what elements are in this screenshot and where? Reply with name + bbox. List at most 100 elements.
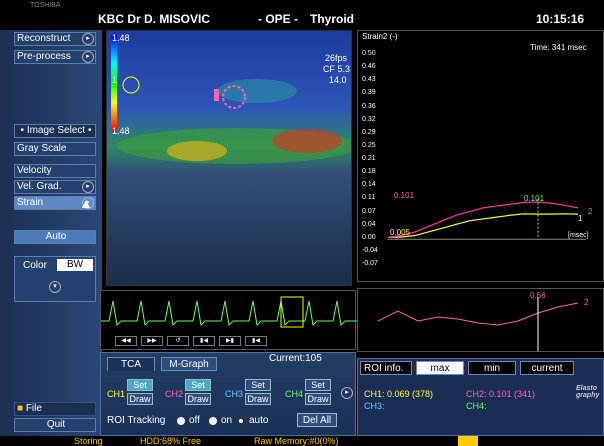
on-radio[interactable]: [209, 417, 217, 425]
ch3-label: CH3: [225, 389, 243, 399]
roi-info-title: ROI info.: [360, 361, 412, 375]
depth-label: 14.0: [329, 75, 347, 85]
cf-label: CF 5.3: [323, 64, 350, 74]
color-toggle[interactable]: Color: [23, 260, 47, 271]
auto-radio[interactable]: [237, 417, 245, 425]
chevron-right-icon: ▸: [82, 51, 94, 63]
roi-info-panel: ROI info. max min current CH1: 0.069 (37…: [357, 358, 604, 436]
trend-graph: 0.66 2: [357, 288, 604, 352]
step-back-icon[interactable]: ◀◀: [115, 336, 137, 346]
top-bar: TOSHIBA KBC Dr D. MISOVIC - OPE - Thyroi…: [0, 0, 604, 30]
velocity-button[interactable]: Velocity: [14, 164, 96, 178]
clock: 10:15:16: [536, 12, 584, 26]
mode-label: - OPE -: [258, 12, 298, 26]
auto-radio-label: auto: [249, 415, 268, 426]
skip-end-icon[interactable]: ▶▮: [219, 336, 241, 346]
ch2-set-button[interactable]: Set: [185, 379, 211, 391]
annotation-low: 0.005: [390, 228, 410, 237]
vel-grad-button[interactable]: Vel. Grad. ▸: [14, 180, 96, 194]
ch1-set-button[interactable]: Set: [127, 379, 153, 391]
strain-plot: [358, 31, 604, 283]
chevron-right-icon: ▸: [82, 33, 94, 45]
auto-label: Auto: [46, 231, 67, 242]
ch4-value: CH4:: [466, 401, 487, 411]
elastography-logo: Elasto graphy: [576, 385, 604, 399]
bw-toggle[interactable]: BW: [57, 259, 93, 271]
ch4-draw-button[interactable]: Draw: [305, 393, 331, 405]
velocity-label: Velocity: [17, 165, 51, 176]
ecg-strip[interactable]: ◀◀ ▶▶ ↺ ▮◀ ▶▮ ▮◀: [100, 290, 356, 350]
ecg-waveform: [101, 291, 357, 331]
hdd-status: HDD:68% Free: [140, 436, 201, 446]
tab-max[interactable]: max: [416, 361, 464, 375]
skip-start-icon[interactable]: ▮◀: [193, 336, 215, 346]
strain-chart: Strain2 (-) Time: 341 msec 0.50 0.46 0.43 0…: [357, 30, 604, 282]
ch1-label: CH1: [107, 389, 125, 399]
frame-back-icon[interactable]: ▮◀: [245, 336, 267, 346]
reconstruct-button[interactable]: Reconstruct ▸: [14, 32, 96, 46]
tab-mgraph[interactable]: M-Graph: [161, 357, 217, 371]
brand-logo: TOSHIBA: [30, 2, 61, 9]
ch2-label: CH2: [165, 389, 183, 399]
storing-status: Storing: [74, 436, 103, 446]
file-button[interactable]: ■ File: [14, 402, 96, 416]
tab-min[interactable]: min: [468, 361, 516, 375]
elastography-image[interactable]: 1.48 1 1.48 26fps CF 5.3 14.0: [106, 30, 352, 286]
patient-name: KBC Dr D. MISOVIC: [98, 12, 210, 26]
raw-memory-status: Raw Memory:#0(0%): [254, 436, 339, 446]
preprocess-label: Pre-process: [17, 51, 71, 62]
color-mode-group: Color BW ▾: [14, 256, 96, 302]
trend-series-label: 2: [584, 298, 588, 307]
on-label: on: [221, 415, 232, 426]
off-radio[interactable]: [177, 417, 185, 425]
annotation-start: 0.101: [394, 191, 414, 200]
trend-value: 0.66: [530, 291, 546, 300]
playback-controls: ◀◀ ▶▶ ↺ ▮◀ ▶▮ ▮◀: [115, 336, 275, 346]
folder-icon: ■: [17, 403, 23, 414]
ch4-label: CH4: [285, 389, 303, 399]
notes-icon[interactable]: [458, 436, 478, 446]
ch4-set-button[interactable]: Set: [305, 379, 331, 391]
left-panel: Reconstruct ▸ Pre-process ▸ • Image Select…: [0, 30, 102, 436]
strain-label: Strain: [17, 197, 43, 208]
chevron-right-icon: ▸: [82, 181, 94, 193]
chevron-right-icon[interactable]: ▸: [341, 387, 353, 399]
loop-icon[interactable]: ↺: [167, 336, 189, 346]
series-line-2: [388, 202, 578, 237]
fps-label: 26fps: [325, 53, 347, 63]
roi-tracking-label: ROI Tracking: [107, 415, 165, 426]
series-line-1: [388, 214, 578, 238]
x-unit-label: [msec]: [568, 232, 589, 239]
ch1-draw-button[interactable]: Draw: [127, 393, 153, 405]
tab-tca[interactable]: TCA: [107, 357, 155, 371]
ch3-set-button[interactable]: Set: [245, 379, 271, 391]
ch3-value: CH3:: [364, 401, 385, 411]
reconstruct-label: Reconstruct: [17, 33, 70, 44]
gray-scale-label: Gray Scale: [17, 143, 66, 154]
current-frame-label: Current:105: [269, 353, 322, 364]
tca-panel: TCA M-Graph Current:105 CH1 Set Draw CH2…: [100, 352, 356, 436]
tab-current[interactable]: current: [520, 361, 574, 375]
scale-mid-label: 1: [112, 75, 117, 85]
off-label: off: [189, 415, 200, 426]
strain-overlay-image: [107, 31, 352, 286]
file-label: File: [26, 403, 42, 414]
delete-all-button[interactable]: Del All: [297, 413, 337, 427]
annotation-peak: 0.101: [524, 194, 544, 203]
gray-scale-button[interactable]: Gray Scale: [14, 142, 96, 156]
ch2-draw-button[interactable]: Draw: [185, 393, 211, 405]
image-select-header: • Image Select •: [14, 124, 96, 138]
auto-button[interactable]: Auto: [14, 230, 96, 244]
image-select-label: Image Select: [27, 125, 85, 136]
quit-label: Quit: [47, 419, 65, 430]
chevron-down-icon[interactable]: ▾: [49, 281, 61, 293]
step-forward-icon[interactable]: ▶▶: [141, 336, 163, 346]
quit-button[interactable]: Quit: [14, 418, 96, 432]
organ-label: Thyroid: [310, 12, 354, 26]
vel-grad-label: Vel. Grad.: [17, 181, 61, 192]
cursor-icon: [82, 200, 90, 208]
scale-top-label: 1.48: [112, 33, 130, 43]
trend-plot: [358, 289, 604, 353]
ch3-draw-button[interactable]: Draw: [245, 393, 271, 405]
preprocess-button[interactable]: Pre-process ▸: [14, 50, 96, 64]
